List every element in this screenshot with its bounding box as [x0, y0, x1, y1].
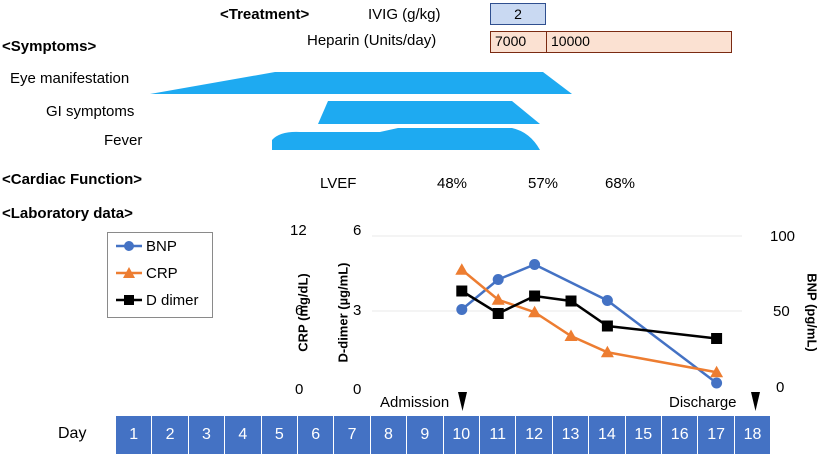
discharge-marker [751, 392, 760, 411]
cardiac-header: <Cardiac Function> [2, 171, 143, 188]
day-cell-15: 15 [625, 416, 662, 454]
d-dimer-point-day-14 [601, 320, 613, 332]
bnp-point-day-14 [601, 295, 613, 306]
day-cell-7: 7 [334, 416, 371, 454]
bnp-tick-100: 100 [770, 228, 796, 245]
day-cell-10: 10 [443, 416, 480, 454]
lvef-value-2: 57% [528, 175, 559, 192]
crp-tick-0: 0 [295, 381, 304, 398]
legend-ddimer-label: D dimer [146, 291, 199, 309]
symptom-fever-label: Fever [104, 132, 143, 149]
d-dimer-point-day-10 [456, 285, 468, 297]
day-cell-17: 17 [698, 416, 735, 454]
crp-point-day-14 [600, 345, 614, 358]
bnp-point-day-10 [456, 304, 468, 315]
bnp-axis-label: BNP (pg/mL) [804, 273, 820, 352]
day-cell-8: 8 [370, 416, 408, 454]
day-cell-6: 6 [298, 416, 335, 454]
gi-symptoms-bar [318, 101, 540, 124]
series-layer [455, 259, 724, 389]
crp-point-day-13 [564, 329, 578, 341]
crp-point-day-12 [528, 305, 542, 318]
day-cell-5: 5 [261, 416, 298, 454]
day-cell-2: 2 [152, 416, 189, 454]
fever-bar [272, 128, 540, 150]
bnp-point-day-11 [492, 274, 504, 285]
lvef-value-3: 68% [605, 175, 636, 192]
ddimer-tick-6: 6 [353, 222, 362, 239]
day-cell-3: 3 [188, 416, 226, 454]
day-cell-1: 1 [116, 416, 153, 454]
admission-marker [458, 392, 467, 411]
crp-tick-12: 12 [290, 222, 307, 239]
legend-bnp-marker [116, 241, 142, 251]
symptom-gi-label: GI symptoms [46, 103, 135, 120]
chart-legend: BNP CRP D dimer [107, 232, 213, 318]
crp-line [461, 268, 717, 374]
bnp-point-day-17 [711, 377, 723, 389]
bnp-point-day-12 [529, 259, 541, 270]
day-cell-4: 4 [225, 416, 262, 454]
day-label: Day [58, 425, 87, 442]
d-dimer-point-day-17 [711, 333, 723, 344]
lvef-value-1: 48% [437, 175, 468, 192]
ivig-bar: 2 [490, 3, 546, 25]
day-cell-14: 14 [589, 416, 626, 454]
day-cell-11: 11 [480, 416, 517, 454]
crp-point-day-17 [710, 365, 724, 378]
ddimer-axis-label: D-dimer (µg/mL) [335, 262, 351, 363]
discharge-label: Discharge [669, 394, 737, 411]
legend-item-ddimer: D dimer [116, 290, 199, 310]
ddimer-tick-3: 3 [353, 302, 362, 319]
heparin-bar-10000: 10000 [546, 31, 732, 53]
lvef-label: LVEF [320, 175, 357, 192]
legend-bnp-label: BNP [146, 237, 177, 255]
eye-manifestation-bar [150, 72, 572, 94]
day-cell-9: 9 [407, 416, 444, 454]
legend-crp-marker [116, 267, 142, 278]
day-cell-12: 12 [516, 416, 553, 454]
symptoms-header: <Symptoms> [2, 38, 97, 55]
legend-ddimer-marker [116, 295, 142, 305]
ivig-label: IVIG (g/kg) [368, 6, 441, 23]
d-dimer-point-day-11 [492, 308, 504, 319]
treatment-header: <Treatment> [220, 6, 310, 23]
bnp-tick-0: 0 [776, 379, 785, 396]
heparin-value-10000: 10000 [551, 33, 590, 49]
legend-item-bnp: BNP [116, 236, 177, 256]
ddimer-tick-0: 0 [353, 381, 362, 398]
day-cell-18: 18 [734, 416, 772, 454]
heparin-label: Heparin (Units/day) [307, 32, 437, 49]
legend-item-crp: CRP [116, 263, 178, 283]
crp-point-day-11 [491, 293, 505, 305]
crp-point-day-10 [455, 263, 469, 275]
bnp-tick-50: 50 [773, 303, 790, 320]
d-dimer-point-day-13 [565, 295, 577, 307]
heparin-bar-7000: 7000 [490, 31, 548, 53]
crp-axis-label: CRP (mg/dL) [295, 273, 311, 352]
ivig-value: 2 [514, 6, 522, 22]
crp-tick-6: 6 [295, 302, 304, 319]
legend-crp-label: CRP [146, 264, 178, 282]
day-cell-16: 16 [662, 416, 699, 454]
admission-label: Admission [380, 394, 450, 411]
heparin-value-7000: 7000 [495, 33, 527, 49]
d-dimer-point-day-12 [529, 290, 541, 302]
d-dimer-line [461, 289, 717, 340]
lab-header: <Laboratory data> [2, 205, 133, 222]
symptom-eye-label: Eye manifestation [10, 70, 130, 87]
day-cell-13: 13 [552, 416, 590, 454]
